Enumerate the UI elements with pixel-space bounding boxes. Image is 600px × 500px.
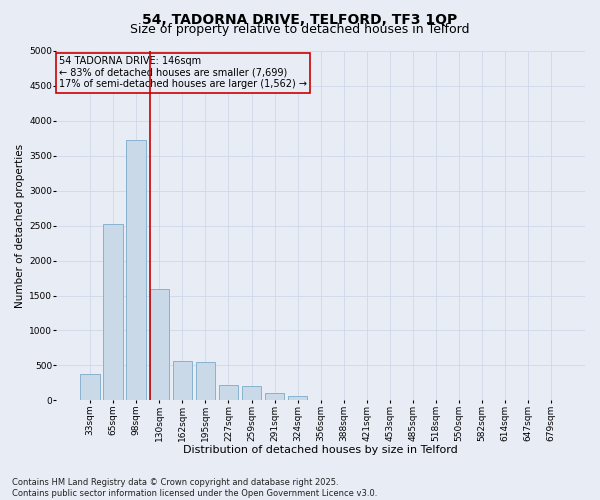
Text: Contains HM Land Registry data © Crown copyright and database right 2025.
Contai: Contains HM Land Registry data © Crown c… bbox=[12, 478, 377, 498]
Text: Size of property relative to detached houses in Telford: Size of property relative to detached ho… bbox=[130, 22, 470, 36]
Bar bbox=[127, 140, 146, 400]
Bar bbox=[288, 396, 307, 400]
Y-axis label: Number of detached properties: Number of detached properties bbox=[15, 144, 25, 308]
Bar bbox=[103, 224, 123, 400]
Bar bbox=[265, 393, 284, 400]
Bar bbox=[80, 374, 100, 400]
Text: 54 TADORNA DRIVE: 146sqm
← 83% of detached houses are smaller (7,699)
17% of sem: 54 TADORNA DRIVE: 146sqm ← 83% of detach… bbox=[59, 56, 307, 90]
Text: 54, TADORNA DRIVE, TELFORD, TF3 1QP: 54, TADORNA DRIVE, TELFORD, TF3 1QP bbox=[142, 12, 458, 26]
Bar bbox=[149, 288, 169, 401]
X-axis label: Distribution of detached houses by size in Telford: Distribution of detached houses by size … bbox=[183, 445, 458, 455]
Bar bbox=[218, 385, 238, 400]
Bar bbox=[242, 386, 262, 400]
Bar bbox=[196, 362, 215, 401]
Bar bbox=[173, 361, 192, 401]
